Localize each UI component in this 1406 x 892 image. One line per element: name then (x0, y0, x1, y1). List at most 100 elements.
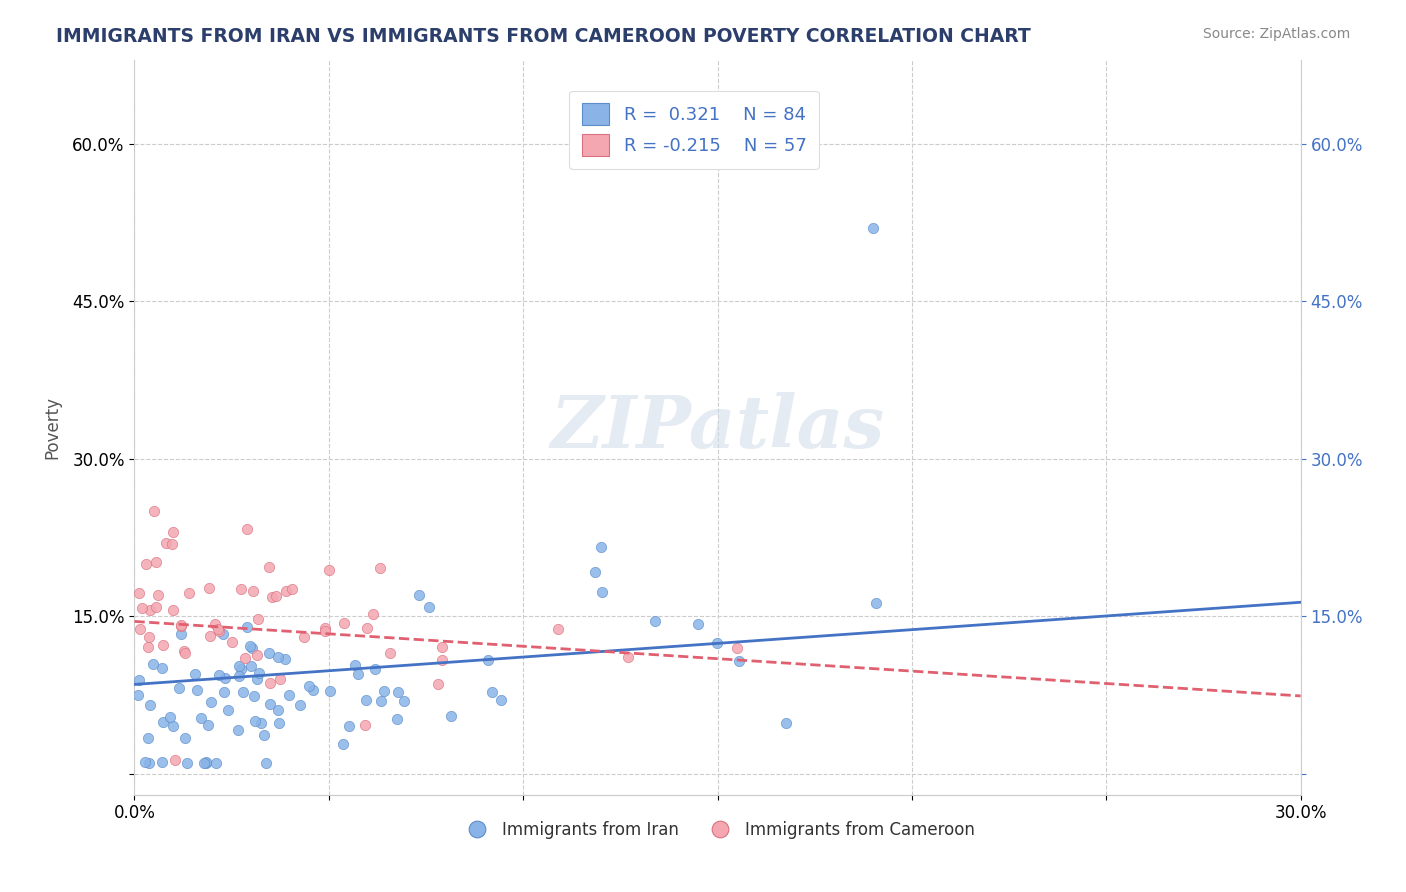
Point (233, 651, 256, 665)
Point (243, 689, 266, 703)
Point (356, 621, 378, 635)
Point (145, 599, 167, 614)
Point (195, 755, 218, 769)
Point (319, 684, 342, 698)
Point (249, 716, 271, 731)
Point (392, 693, 415, 707)
Point (267, 703, 290, 717)
Legend: Immigrants from Iran, Immigrants from Cameroon: Immigrants from Iran, Immigrants from Ca… (453, 814, 981, 846)
Point (226, 723, 249, 737)
Point (228, 659, 250, 673)
Point (129, 622, 152, 636)
Point (408, 588, 430, 602)
Point (162, 719, 184, 733)
Point (314, 624, 336, 639)
Point (240, 640, 263, 655)
Point (280, 582, 302, 596)
Point (231, 685, 253, 699)
Point (204, 616, 226, 631)
Point (138, 756, 160, 771)
Point (135, 557, 157, 571)
Point (146, 588, 169, 602)
Point (242, 584, 264, 599)
Point (354, 693, 377, 707)
Point (150, 755, 173, 769)
Point (159, 710, 181, 724)
Point (169, 619, 191, 633)
Point (368, 561, 391, 575)
Point (363, 607, 385, 621)
Point (139, 698, 162, 712)
Point (246, 672, 269, 686)
Point (162, 603, 184, 617)
Point (254, 756, 277, 771)
Point (862, 220, 884, 235)
Point (174, 731, 197, 745)
Point (259, 676, 281, 690)
Point (264, 589, 287, 603)
Point (208, 668, 231, 682)
Point (214, 671, 236, 685)
Point (136, 731, 159, 746)
Point (725, 640, 748, 655)
Text: IMMIGRANTS FROM IRAN VS IMMIGRANTS FROM CAMEROON POVERTY CORRELATION CHART: IMMIGRANTS FROM IRAN VS IMMIGRANTS FROM … (56, 27, 1031, 45)
Point (269, 672, 291, 686)
Point (354, 717, 377, 731)
Point (246, 648, 269, 662)
Point (127, 688, 149, 702)
Point (198, 582, 221, 596)
Text: Source: ZipAtlas.com: Source: ZipAtlas.com (1202, 27, 1350, 41)
Point (706, 635, 728, 649)
Point (195, 756, 218, 771)
Point (142, 657, 165, 672)
Point (318, 563, 340, 577)
Point (240, 658, 263, 673)
Point (176, 756, 198, 771)
Point (333, 616, 356, 631)
Point (481, 685, 503, 699)
Point (193, 756, 215, 771)
Point (170, 618, 193, 632)
Point (177, 585, 200, 599)
Point (301, 683, 323, 698)
Point (221, 634, 243, 648)
Point (688, 616, 710, 631)
Point (174, 646, 197, 660)
Point (247, 666, 270, 681)
Point (145, 555, 167, 569)
Point (267, 716, 290, 731)
Point (131, 601, 153, 615)
Point (267, 650, 290, 665)
Point (276, 584, 298, 599)
Point (186, 683, 208, 698)
Point (184, 666, 207, 681)
Point (198, 629, 221, 643)
Point (152, 638, 174, 652)
Point (138, 603, 160, 617)
Point (418, 600, 440, 615)
Point (370, 694, 392, 708)
Point (138, 631, 160, 645)
Point (583, 565, 606, 579)
Point (165, 753, 187, 767)
Point (387, 685, 409, 699)
Point (274, 651, 297, 665)
Point (205, 756, 228, 771)
Point (128, 673, 150, 687)
Point (591, 585, 613, 599)
Point (257, 646, 280, 660)
Point (170, 627, 193, 641)
Point (136, 640, 159, 655)
Y-axis label: Poverty: Poverty (44, 396, 60, 458)
Point (155, 535, 177, 549)
Point (477, 653, 499, 667)
Point (246, 612, 269, 626)
Point (197, 717, 219, 731)
Point (134, 755, 156, 769)
Point (235, 522, 257, 536)
Point (378, 646, 401, 660)
Point (150, 660, 173, 674)
Point (363, 662, 385, 676)
Point (337, 719, 360, 733)
Point (430, 653, 453, 667)
